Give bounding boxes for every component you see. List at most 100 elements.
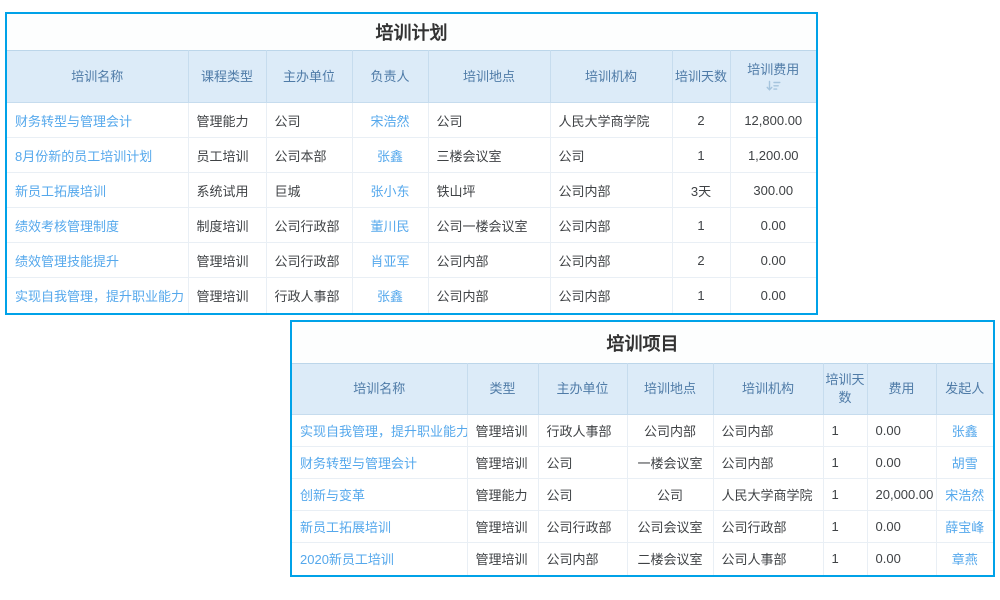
cell-link[interactable]: 张小东 [370,183,410,199]
table-cell: 1,200.00 [730,137,816,173]
table-cell: 创新与变革 [292,478,468,511]
column-header-4: 负责人 [351,50,429,103]
table-cell: 0.00 [867,542,937,575]
table-cell: 0.00 [730,207,816,243]
cell-link[interactable]: 绩效考核管理制度 [15,218,120,234]
table-cell: 公司 [538,446,628,479]
table-cell: 1 [823,542,868,575]
sort-descending-icon[interactable] [766,80,781,92]
cell-link[interactable]: 章燕 [951,552,978,568]
table-row: 8月份新的员工培训计划 员工培训 公司本部 张鑫 三楼会议室 公司 1 1,200.00 [7,137,816,173]
cell-link[interactable]: 创新与变革 [300,488,366,503]
table-cell: 财务转型与管理会计 [7,102,189,138]
table-cell: 1 [672,277,731,313]
table-cell: 系统试用 [188,172,267,208]
training-project-panel: 培训项目 培训名称 类型 主办单位 培训地点 培训机构 培训天数 费用 发起人 实现自我管理，提… [290,320,995,577]
table-cell: 2 [672,242,731,278]
table-cell: 管理能力 [188,102,267,138]
table-cell: 12,800.00 [730,102,816,138]
column-header-7: 培训天数 [671,50,731,103]
table-cell: 公司行政部 [713,510,824,543]
cell-link[interactable]: 实现自我管理，提升职业能力 [15,288,185,304]
cell-link[interactable]: 张鑫 [376,288,403,304]
table-cell: 管理培训 [467,510,539,543]
table-cell: 行政人事部 [266,277,353,313]
cell-link[interactable]: 2020新员工培训 [300,552,394,568]
table-cell: 1 [823,446,868,479]
cell-link[interactable]: 新员工拓展培训 [15,183,107,199]
column-header-8: 发起人 [935,363,993,415]
cell-link[interactable]: 新员工拓展培训 [300,520,392,535]
table-row: 实现自我管理，提升职业能力 管理培训 行政人事部 张鑫 公司内部 公司内部 1 0.00 [7,277,816,313]
column-header-label: 培训费用 [747,62,800,78]
table-cell: 公司一楼会议室 [428,207,551,243]
table-cell: 1 [672,137,731,173]
table-cell: 3天 [672,172,731,208]
cell-link[interactable]: 张鑫 [951,424,978,439]
cell-link[interactable]: 张鑫 [376,148,403,164]
table-cell: 绩效管理技能提升 [7,242,189,278]
table-row: 绩效管理技能提升 管理培训 公司行政部 肖亚军 公司内部 公司内部 2 0.00 [7,242,816,278]
table-cell: 张鑫 [352,137,429,173]
table-cell: 公司内部 [713,414,824,447]
column-header-2: 类型 [466,363,539,415]
training-project-title: 培训项目 [292,322,993,363]
table-cell: 铁山坪 [428,172,551,208]
table-cell: 1 [823,510,868,543]
table-cell: 公司内部 [550,242,673,278]
table-cell: 公司 [627,478,714,511]
table-cell: 宋浩然 [936,478,993,511]
table-cell: 人民大学商学院 [713,478,824,511]
table-cell: 公司 [428,102,551,138]
table-cell: 实现自我管理，提升职业能力 [7,277,189,313]
cell-link[interactable]: 宋浩然 [945,488,985,503]
table-row: 创新与变革 管理能力 公司 公司 人民大学商学院 1 20,000.00 宋浩然 [292,478,993,511]
cell-link[interactable]: 8月份新的员工培训计划 [15,148,153,164]
table-cell: 公司内部 [713,446,824,479]
column-header-3: 主办单位 [265,50,353,103]
table-row: 实现自我管理，提升职业能力 管理培训 行政人事部 公司内部 公司内部 1 0.00 张鑫 [292,414,993,447]
table-cell: 公司行政部 [266,242,353,278]
cell-link[interactable]: 实现自我管理，提升职业能力 [300,424,467,439]
cell-link[interactable]: 财务转型与管理会计 [15,113,133,129]
table-cell: 实现自我管理，提升职业能力 [292,414,468,447]
table-cell: 行政人事部 [538,414,628,447]
column-header-8[interactable]: 培训费用 [729,50,816,103]
table-cell: 绩效考核管理制度 [7,207,189,243]
cell-link[interactable]: 绩效管理技能提升 [15,253,120,269]
table-cell: 人民大学商学院 [550,102,673,138]
table-cell: 管理能力 [467,478,539,511]
cell-link[interactable]: 财务转型与管理会计 [300,456,418,471]
table-cell: 公司内部 [550,207,673,243]
table-cell: 0.00 [867,510,937,543]
table-cell: 公司行政部 [266,207,353,243]
table-cell: 公司内部 [538,542,628,575]
table-cell: 董川民 [352,207,429,243]
table-cell: 2020新员工培训 [292,542,468,575]
table-cell: 巨城 [266,172,353,208]
table-cell: 公司会议室 [627,510,714,543]
table-cell: 0.00 [867,414,937,447]
cell-link[interactable]: 肖亚军 [370,253,410,269]
cell-link[interactable]: 薛宝峰 [945,520,985,535]
cell-link[interactable]: 胡雪 [951,456,978,471]
table-cell: 胡雪 [936,446,993,479]
table-cell: 员工培训 [188,137,267,173]
column-header-4: 培训地点 [626,363,714,415]
table-cell: 张鑫 [352,277,429,313]
cell-link[interactable]: 董川民 [370,218,410,234]
table-cell: 宋浩然 [352,102,429,138]
table-cell: 1 [823,414,868,447]
table-cell: 二楼会议室 [627,542,714,575]
column-header-5: 培训地点 [427,50,551,103]
table-cell: 管理培训 [188,242,267,278]
cell-link[interactable]: 宋浩然 [370,113,410,129]
table-cell: 张鑫 [936,414,993,447]
training-plan-title: 培训计划 [7,14,816,50]
table-cell: 0.00 [730,277,816,313]
column-header-5: 培训机构 [712,363,824,415]
column-header-6: 培训机构 [549,50,673,103]
table-cell: 肖亚军 [352,242,429,278]
table-cell: 公司人事部 [713,542,824,575]
